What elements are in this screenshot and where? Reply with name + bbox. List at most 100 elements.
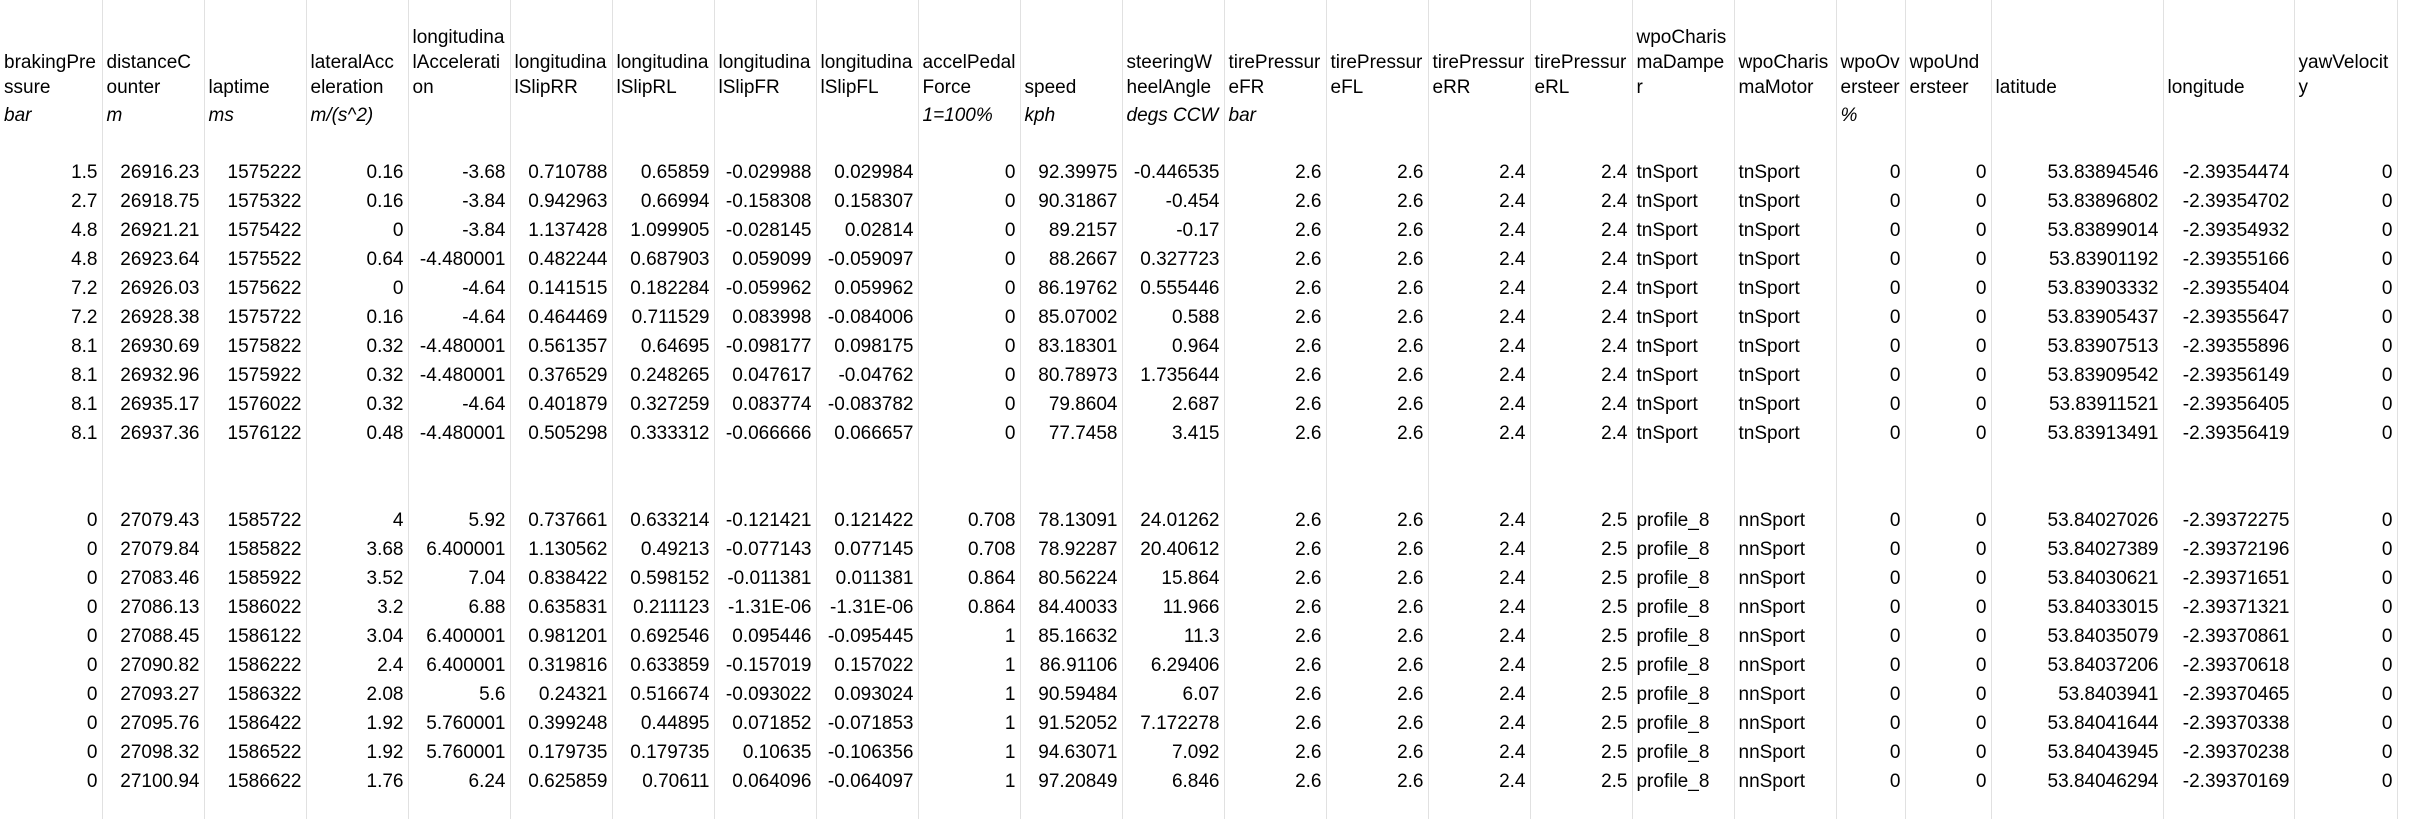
cell: 27098.32 <box>102 738 205 767</box>
cell: 0.179735 <box>612 738 715 767</box>
data-row: 0 27079.43 1585722 4 5.92 0.737661 0.633214 -0.… <box>0 506 2398 535</box>
cell: 0.964 <box>1122 332 1225 361</box>
unit-cell <box>1734 103 1837 129</box>
header-cell: brakingPressure <box>0 0 103 103</box>
cell: tnSport <box>1734 158 1837 187</box>
cell: 0.625859 <box>510 767 613 796</box>
cell: 1.130562 <box>510 535 613 564</box>
cell: 0.555446 <box>1122 274 1225 303</box>
cell: 86.91106 <box>1020 651 1123 680</box>
cell <box>1905 129 1992 158</box>
cell: 26930.69 <box>102 332 205 361</box>
cell: 83.18301 <box>1020 332 1123 361</box>
cell: 0 <box>1836 390 1906 419</box>
cell: 2.6 <box>1326 216 1429 245</box>
data-row: 8.1 26935.17 1576022 0.32 -4.64 0.401879 0.327… <box>0 390 2398 419</box>
cell: 26928.38 <box>102 303 205 332</box>
cell: 1 <box>918 738 1021 767</box>
cell: 7.092 <box>1122 738 1225 767</box>
cell <box>2163 448 2295 477</box>
data-row: 2.7 26918.75 1575322 0.16 -3.84 0.942963 0.669… <box>0 187 2398 216</box>
cell: 0.011381 <box>816 564 919 593</box>
cell: 26926.03 <box>102 274 205 303</box>
cell: 80.56224 <box>1020 564 1123 593</box>
header-cell: wpoOversteer <box>1836 0 1906 103</box>
cell <box>306 477 409 506</box>
cell: 6.29406 <box>1122 651 1225 680</box>
cell: 2.4 <box>1428 245 1531 274</box>
cell: 0 <box>1905 390 1992 419</box>
cell: -0.011381 <box>714 564 817 593</box>
cell: tnSport <box>1632 274 1735 303</box>
cell: -4.480001 <box>408 245 511 274</box>
data-row: 0 27098.32 1586522 1.92 5.760001 0.179735 0.17… <box>0 738 2398 767</box>
cell <box>1991 796 2164 819</box>
cell: 0 <box>1836 593 1906 622</box>
cell: 2.08 <box>306 680 409 709</box>
cell: tnSport <box>1734 390 1837 419</box>
cell: 0 <box>1905 216 1992 245</box>
cell: 0.65859 <box>612 158 715 187</box>
cell: 2.6 <box>1224 622 1327 651</box>
cell: -0.066666 <box>714 419 817 448</box>
header-cell: longitude <box>2163 0 2295 103</box>
cell <box>2163 796 2295 819</box>
cell: 0 <box>918 216 1021 245</box>
cell <box>612 129 715 158</box>
cell: 1.5 <box>0 158 103 187</box>
cell <box>1991 448 2164 477</box>
cell: 0.098175 <box>816 332 919 361</box>
cell: 26932.96 <box>102 361 205 390</box>
cell: 0.32 <box>306 332 409 361</box>
cell: 1 <box>918 651 1021 680</box>
cell: 26916.23 <box>102 158 205 187</box>
cell: 4 <box>306 506 409 535</box>
cell: 2.6 <box>1224 564 1327 593</box>
cell: 0 <box>1905 767 1992 796</box>
cell: 0 <box>918 419 1021 448</box>
unit-cell <box>714 103 817 129</box>
cell: 2.4 <box>1428 274 1531 303</box>
cell <box>0 129 103 158</box>
cell: 2.5 <box>1530 680 1633 709</box>
cell: nnSport <box>1734 709 1837 738</box>
blank-row <box>0 448 2398 477</box>
cell: tnSport <box>1734 245 1837 274</box>
cell: 6.24 <box>408 767 511 796</box>
cell: 0.157022 <box>816 651 919 680</box>
cell: 2.6 <box>1326 332 1429 361</box>
cell: 2.4 <box>1428 303 1531 332</box>
cell: 2.6 <box>1224 767 1327 796</box>
cell: 0 <box>2294 651 2398 680</box>
cell: 0 <box>1905 187 1992 216</box>
data-row: 4.8 26921.21 1575422 0 -3.84 1.137428 1.099905… <box>0 216 2398 245</box>
cell: 0.66994 <box>612 187 715 216</box>
cell <box>1020 448 1123 477</box>
cell <box>510 448 613 477</box>
cell: tnSport <box>1632 419 1735 448</box>
cell: 2.6 <box>1224 216 1327 245</box>
cell: 0.49213 <box>612 535 715 564</box>
cell <box>306 129 409 158</box>
cell <box>408 477 511 506</box>
header-cell: wpoCharismaDamper <box>1632 0 1735 103</box>
cell: 53.83909542 <box>1991 361 2164 390</box>
cell: 6.846 <box>1122 767 1225 796</box>
cell: 0 <box>2294 419 2398 448</box>
cell: 1575922 <box>204 361 307 390</box>
cell: 0 <box>0 738 103 767</box>
cell: 2.4 <box>1428 593 1531 622</box>
cell: 0 <box>1836 419 1906 448</box>
cell: nnSport <box>1734 651 1837 680</box>
cell: 0 <box>1836 564 1906 593</box>
cell: 53.84030621 <box>1991 564 2164 593</box>
data-row: 4.8 26923.64 1575522 0.64 -4.480001 0.482244 0… <box>0 245 2398 274</box>
cell <box>408 448 511 477</box>
header-cell: steeringWheelAngle <box>1122 0 1225 103</box>
cell: 2.4 <box>1428 564 1531 593</box>
cell <box>714 129 817 158</box>
cell: 2.5 <box>1530 622 1633 651</box>
cell: 53.83907513 <box>1991 332 2164 361</box>
cell: 0 <box>1905 332 1992 361</box>
cell: 1 <box>918 767 1021 796</box>
